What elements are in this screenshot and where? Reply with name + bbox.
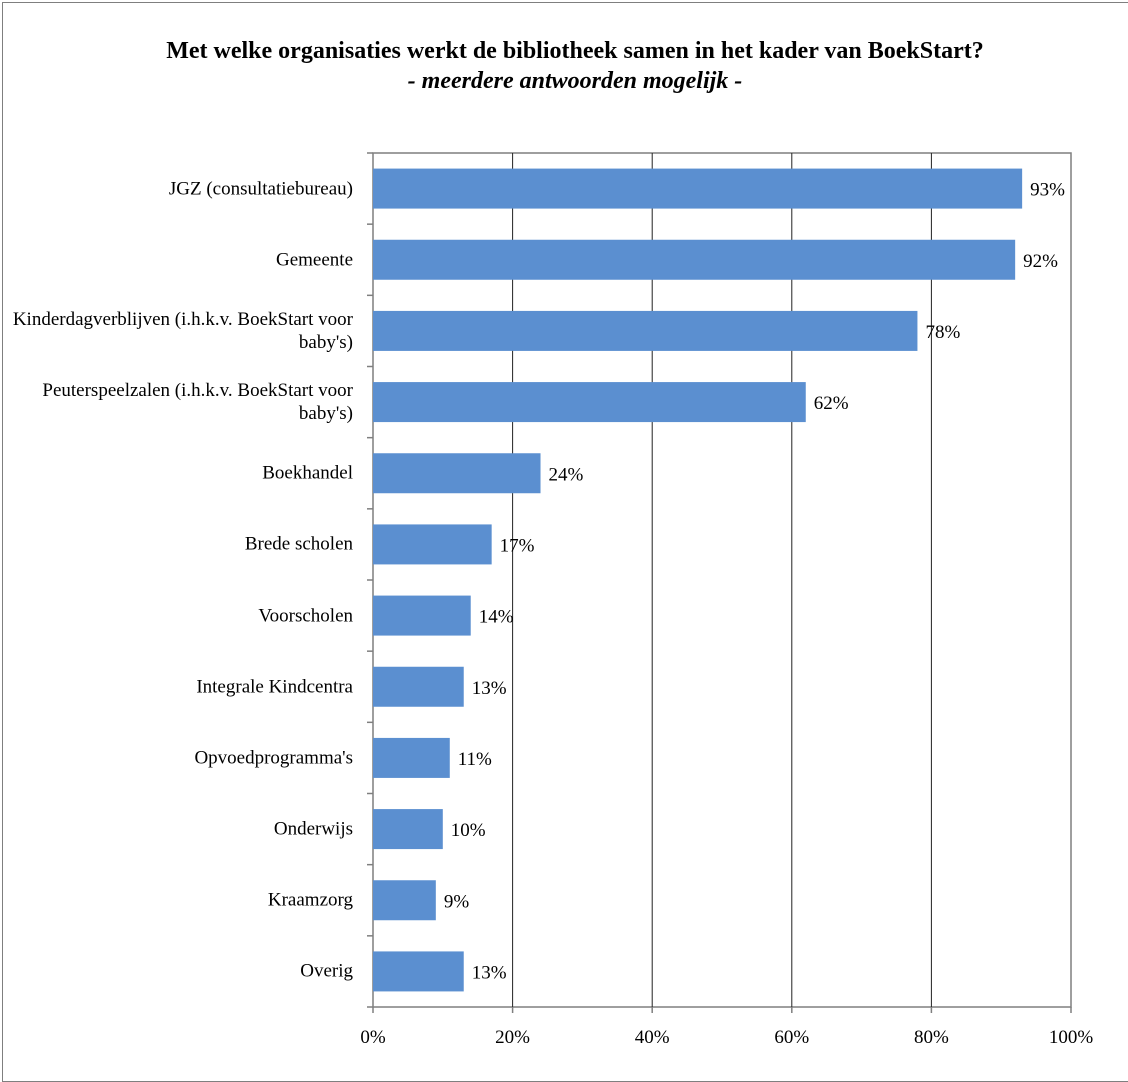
category-label: Voorscholen — [258, 605, 353, 627]
chart-title: Met welke organisaties werkt de biblioth… — [166, 38, 984, 64]
bar — [373, 951, 464, 992]
x-tick-label: 40% — [635, 1027, 670, 1048]
category-label: Boekhandel — [262, 462, 353, 484]
plot-area-frame — [372, 152, 1072, 1008]
data-label: 92% — [1023, 251, 1058, 272]
category-label: Opvoedprogramma's — [194, 747, 353, 769]
data-label: 24% — [549, 464, 584, 485]
bar — [373, 239, 1016, 280]
data-label: 14% — [479, 607, 514, 628]
chart-title-block: Met welke organisaties werkt de biblioth… — [0, 36, 1128, 96]
category-label: JGZ (consultatiebureau) — [168, 178, 353, 200]
category-label: Integrale Kindcentra — [196, 676, 353, 698]
category-label: Overig — [300, 960, 353, 982]
chart-subtitle: - meerdere antwoorden mogelijk - — [407, 68, 743, 94]
bar — [373, 595, 471, 636]
category-label: Gemeente — [275, 249, 353, 271]
bar — [373, 310, 918, 351]
data-label: 9% — [444, 891, 470, 912]
data-label: 62% — [814, 393, 849, 414]
category-label: Onderwijs — [273, 818, 353, 840]
category-label: Kraamzorg — [267, 889, 353, 911]
data-label: 10% — [451, 820, 486, 841]
x-tick-label: 60% — [774, 1027, 809, 1048]
x-tick-label: 20% — [495, 1027, 530, 1048]
bar — [373, 453, 541, 494]
bar — [373, 809, 443, 850]
bar — [373, 880, 436, 921]
bar — [373, 524, 492, 565]
category-label: Peuterspeelzalen (i.h.k.v. BoekStart voo… — [42, 380, 353, 425]
data-label: 17% — [500, 535, 535, 556]
bar — [373, 737, 450, 778]
bar — [373, 168, 1023, 209]
x-tick-label: 100% — [1049, 1027, 1094, 1048]
data-label: 78% — [925, 322, 960, 343]
data-label: 13% — [472, 962, 507, 983]
x-tick-label: 0% — [360, 1027, 386, 1048]
data-label: 11% — [458, 749, 492, 770]
bar — [373, 666, 464, 707]
category-label: Kinderdagverblijven (i.h.k.v. BoekStart … — [12, 308, 353, 353]
data-label: 93% — [1030, 180, 1065, 201]
bar — [373, 382, 806, 423]
x-tick-label: 80% — [914, 1027, 949, 1048]
data-label: 13% — [472, 678, 507, 699]
category-label: Brede scholen — [244, 533, 353, 555]
